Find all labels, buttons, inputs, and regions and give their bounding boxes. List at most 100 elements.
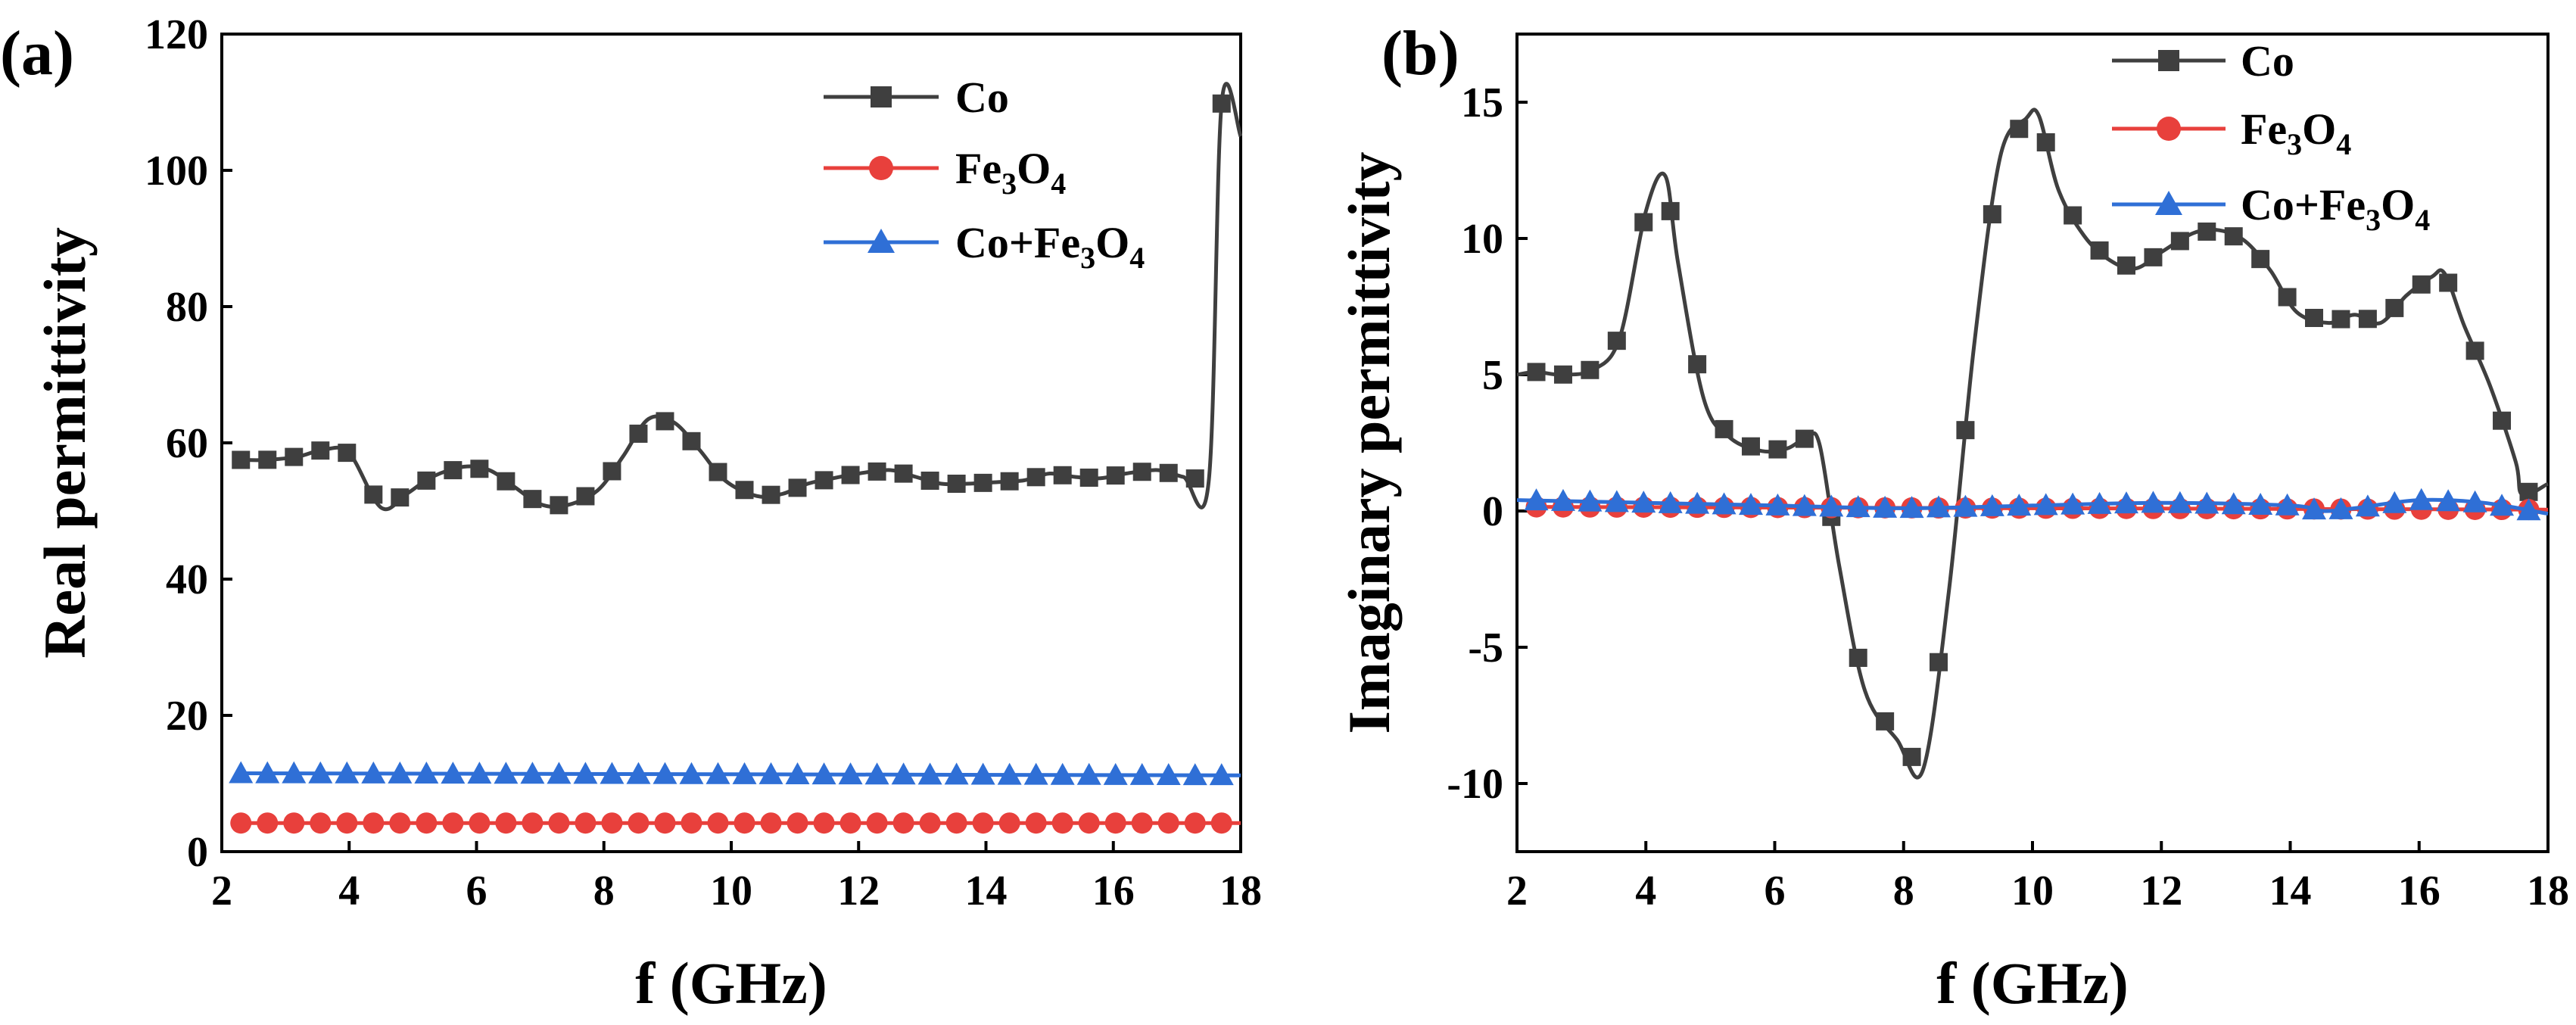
legend-cofe3o4-marker <box>867 229 895 253</box>
x-tick-label: 2 <box>1506 868 1528 914</box>
data-point-circle <box>1210 812 1232 834</box>
data-point-square <box>2198 222 2216 241</box>
y-tick-label: -10 <box>1447 761 1503 808</box>
data-point-triangle <box>2007 494 2032 516</box>
data-point-circle <box>707 812 729 834</box>
legend-fe3o4-label: Fe3O4 <box>955 144 1066 201</box>
data-point-triangle <box>1846 495 1870 518</box>
data-point-square <box>364 485 383 504</box>
data-point-square <box>709 463 727 481</box>
data-point-square <box>894 464 913 483</box>
data-point-triangle <box>2141 491 2166 513</box>
data-point-triangle <box>2248 492 2273 515</box>
data-point-triangle <box>414 762 439 784</box>
data-point-square <box>1849 648 1867 667</box>
panel-b-x-axis-title: f (GHz) <box>1936 950 2128 1016</box>
data-point-triangle <box>1156 763 1181 786</box>
data-point-square <box>1185 469 1204 488</box>
data-point-square <box>1956 421 1975 440</box>
data-point-triangle <box>997 762 1022 785</box>
data-point-circle <box>998 812 1020 834</box>
data-point-triangle <box>758 762 783 784</box>
x-tick-label: 14 <box>2269 868 2312 914</box>
data-point-triangle <box>2490 494 2515 516</box>
data-point-triangle <box>282 761 307 784</box>
data-point-circle <box>230 812 252 834</box>
data-point-triangle <box>891 762 916 785</box>
y-tick-label: 10 <box>1461 216 1503 263</box>
data-point-square <box>1053 466 1072 484</box>
x-tick-label: 16 <box>1092 868 1135 914</box>
data-point-circle <box>575 812 596 834</box>
y-tick-label: 60 <box>166 420 208 467</box>
data-point-square <box>656 412 674 431</box>
panel-b-label: (b) <box>1381 18 1459 89</box>
data-point-circle <box>1157 812 1179 834</box>
data-point-triangle <box>1658 491 1683 513</box>
data-point-square <box>788 478 807 497</box>
data-point-triangle <box>2382 491 2407 513</box>
data-point-square <box>285 447 304 466</box>
data-point-square <box>1079 468 1098 487</box>
data-point-square <box>1741 437 1760 456</box>
data-point-triangle <box>1050 762 1075 785</box>
x-tick-label: 2 <box>211 868 232 914</box>
data-point-triangle <box>2194 491 2219 514</box>
data-point-square <box>1929 653 1948 671</box>
data-point-circle <box>1131 812 1153 834</box>
data-point-square <box>311 441 330 460</box>
data-point-triangle <box>653 762 677 784</box>
x-tick-label: 10 <box>2011 868 2054 914</box>
series-line-0 <box>241 82 1243 512</box>
data-point-triangle <box>467 762 492 784</box>
data-point-square <box>2036 133 2055 152</box>
data-point-triangle <box>1980 494 2004 516</box>
data-point-triangle <box>1819 494 1844 517</box>
legend-fe3o4-marker <box>869 156 893 180</box>
data-point-circle <box>1184 812 1206 834</box>
data-point-triangle <box>1792 494 1817 516</box>
data-point-triangle <box>1899 496 1924 519</box>
data-point-circle <box>522 812 544 834</box>
data-point-square <box>815 471 833 490</box>
data-point-triangle <box>2114 491 2139 514</box>
data-point-square <box>2305 308 2324 327</box>
data-point-triangle <box>785 762 810 785</box>
data-point-triangle <box>2409 488 2434 510</box>
data-point-circle <box>681 812 702 834</box>
data-point-triangle <box>2033 493 2058 516</box>
data-point-square <box>523 490 542 509</box>
y-tick-label: 40 <box>166 556 208 603</box>
legend-cofe3o4-label: Co+Fe3O4 <box>955 218 1145 275</box>
data-point-square <box>2170 232 2189 251</box>
legend-fe3o4-marker <box>2157 117 2181 141</box>
data-point-triangle <box>2275 493 2300 516</box>
y-tick-label: 5 <box>1482 352 1503 399</box>
data-point-circle <box>336 812 358 834</box>
data-point-square <box>550 496 568 515</box>
panel-b-legend: Co Fe3O4 Co+Fe3O4 <box>2112 36 2430 237</box>
data-point-triangle <box>838 762 863 785</box>
data-point-circle <box>654 812 676 834</box>
data-point-square <box>1212 94 1231 113</box>
y-tick-label: -5 <box>1468 625 1503 671</box>
data-point-triangle <box>1953 494 1978 517</box>
data-point-triangle <box>944 762 969 785</box>
data-point-circle <box>628 812 649 834</box>
data-point-triangle <box>547 762 572 784</box>
data-point-circle <box>548 812 570 834</box>
data-point-circle <box>813 812 835 834</box>
legend-co-label: Co <box>2241 36 2294 86</box>
data-point-triangle <box>2302 497 2327 520</box>
data-point-circle <box>972 812 994 834</box>
data-point-triangle <box>732 762 757 784</box>
data-point-square <box>2090 241 2109 260</box>
data-point-square <box>2331 310 2350 329</box>
data-point-circle <box>495 812 517 834</box>
data-point-square <box>1527 363 1546 382</box>
data-point-circle <box>601 812 623 834</box>
data-point-triangle <box>1738 493 1763 516</box>
panel-b-plot-frame <box>1515 33 2550 853</box>
data-point-square <box>470 460 489 478</box>
data-point-square <box>1607 332 1626 350</box>
